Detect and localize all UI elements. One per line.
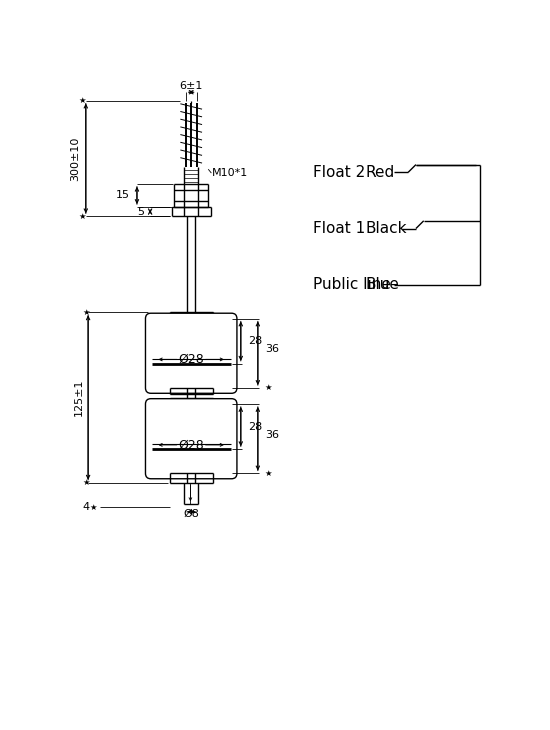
Text: Float 2: Float 2 bbox=[313, 165, 365, 180]
Text: 36: 36 bbox=[265, 345, 279, 354]
Text: ★: ★ bbox=[265, 469, 272, 478]
FancyBboxPatch shape bbox=[146, 313, 237, 393]
Text: 15: 15 bbox=[116, 191, 130, 201]
Text: 5: 5 bbox=[137, 207, 144, 217]
Text: 6±1: 6±1 bbox=[179, 81, 203, 91]
Text: 28: 28 bbox=[248, 336, 262, 346]
Text: ★: ★ bbox=[82, 478, 90, 487]
Text: ★: ★ bbox=[78, 212, 86, 220]
Text: ★: ★ bbox=[78, 96, 86, 105]
Text: ★: ★ bbox=[82, 308, 90, 317]
Text: Ø28: Ø28 bbox=[178, 353, 204, 366]
Text: Black: Black bbox=[366, 221, 407, 236]
Text: Blue: Blue bbox=[366, 277, 399, 292]
Text: 28: 28 bbox=[248, 422, 262, 431]
Text: Ø8: Ø8 bbox=[183, 508, 199, 518]
Text: 4: 4 bbox=[82, 502, 89, 512]
Text: Ø28: Ø28 bbox=[178, 439, 204, 451]
FancyBboxPatch shape bbox=[146, 399, 237, 479]
Text: ★: ★ bbox=[265, 383, 272, 393]
Text: ★: ★ bbox=[90, 503, 97, 512]
Text: 125±1: 125±1 bbox=[74, 379, 84, 416]
Text: 36: 36 bbox=[265, 430, 279, 440]
Text: M10*1: M10*1 bbox=[212, 168, 249, 178]
Text: Float 1: Float 1 bbox=[313, 221, 365, 236]
Text: 300±10: 300±10 bbox=[70, 137, 80, 180]
Text: Public line: Public line bbox=[313, 277, 390, 292]
Text: Red: Red bbox=[366, 165, 395, 180]
